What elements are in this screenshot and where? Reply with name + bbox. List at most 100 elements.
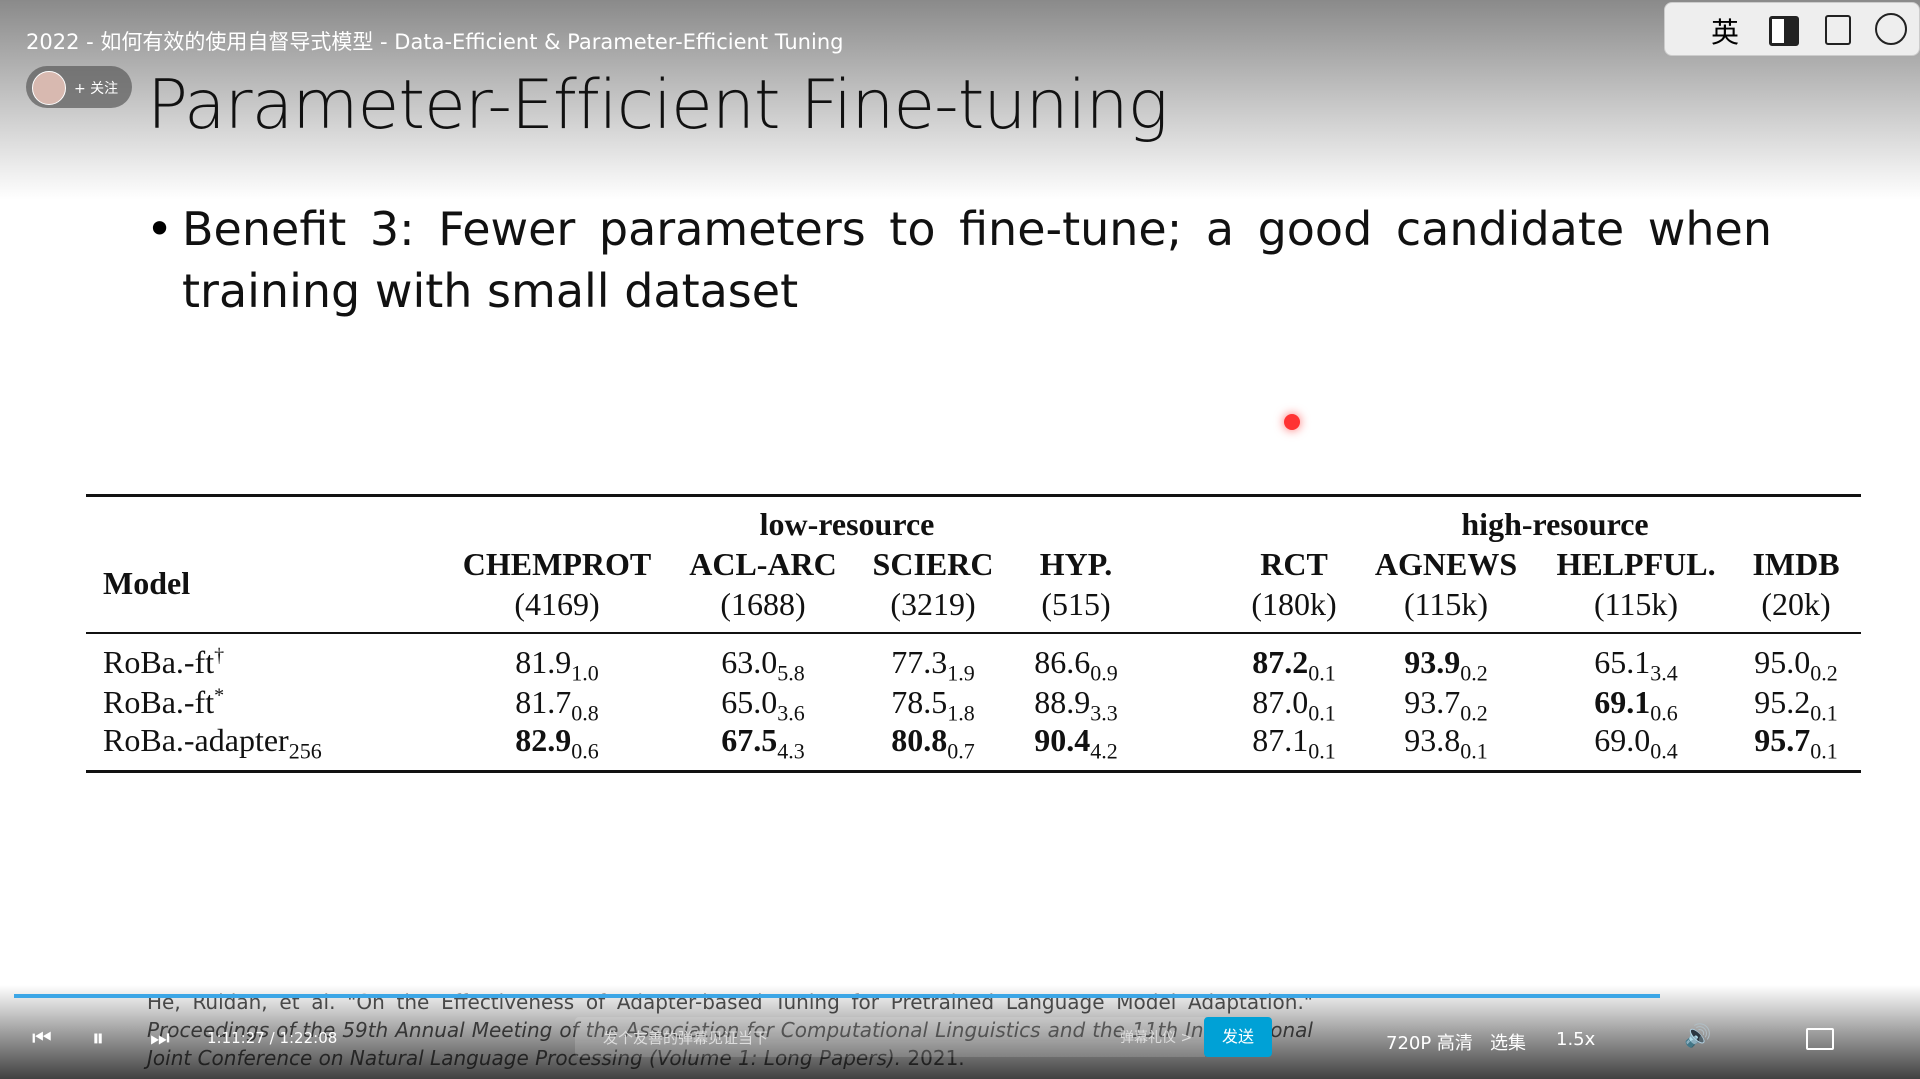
cell-sd: 0.1 <box>1810 738 1838 764</box>
send-button[interactable]: 发送 <box>1204 1017 1272 1057</box>
language-button[interactable]: 英 <box>1711 16 1740 49</box>
cell-value: 93.8 <box>1404 722 1461 758</box>
cell-value: 88.9 <box>1034 684 1091 720</box>
bullet-text: Benefit 3: Fewer parameters to fine-tune… <box>182 202 1772 318</box>
slide-title: Parameter-Efficient Fine-tuning <box>147 66 1168 145</box>
pointer <box>1284 414 1300 430</box>
time-separator: / <box>269 1029 275 1047</box>
cell-sd: 0.1 <box>1810 700 1838 726</box>
settings-icon[interactable] <box>1875 13 1907 45</box>
column-size: (515) <box>1041 586 1111 622</box>
model-label: RoBa.-ft <box>103 684 215 720</box>
danmaku-placeholder[interactable]: 发个友善的弹幕见证当下 <box>603 1029 769 1047</box>
cell: 93.80.1 <box>1246 722 1646 764</box>
follow-label[interactable]: + 关注 <box>74 81 119 97</box>
cell: 87.20.1 <box>1094 644 1494 686</box>
cell: 77.31.9 <box>733 644 1133 686</box>
danmaku-input[interactable]: 发个友善的弹幕见证当下 弹幕礼仪 > <box>575 1017 1205 1057</box>
bottom-rule <box>86 770 1861 773</box>
cell-sd: 0.2 <box>1810 660 1838 686</box>
pause-button[interactable]: ⏸ <box>92 1024 104 1052</box>
cell: 82.90.6 <box>357 722 757 764</box>
speed-button[interactable]: 1.5x <box>1556 1029 1596 1050</box>
column-size: (3219) <box>890 586 976 622</box>
player-bar <box>0 985 1920 1079</box>
model-header: Model <box>103 565 191 601</box>
cell-value: 80.8 <box>891 722 948 758</box>
column-name: HELPFUL. <box>1556 546 1716 582</box>
quality-button[interactable]: 720P 高清 <box>1386 1033 1473 1054</box>
top-rule <box>86 494 1861 497</box>
volume-button[interactable]: 🔊 <box>1684 1024 1712 1049</box>
cell-value: 65.1 <box>1594 644 1651 680</box>
avatar[interactable] <box>32 71 66 105</box>
cell-sd: 4.3 <box>777 738 805 764</box>
model-name: RoBa.-ft† <box>103 644 224 681</box>
time-display: 1:11:27 / 1:22:08 <box>207 1029 337 1047</box>
cell: 69.10.6 <box>1436 684 1836 726</box>
model-name: RoBa.-ft* <box>103 684 224 721</box>
cell: 87.10.1 <box>1094 722 1494 764</box>
cell-value: 93.7 <box>1404 684 1461 720</box>
cell-sd: 0.9 <box>1090 660 1118 686</box>
pip-button[interactable] <box>1806 1028 1834 1050</box>
cell-sd: 1.9 <box>947 660 975 686</box>
cell-value: 82.9 <box>515 722 572 758</box>
column-size: (115k) <box>1593 586 1679 622</box>
cell-sd: 0.1 <box>1460 738 1488 764</box>
cell-sd: 5.8 <box>777 660 805 686</box>
follow-button[interactable]: + 关注 <box>26 66 132 108</box>
cell: 67.54.3 <box>563 722 963 764</box>
cell-value: 90.4 <box>1034 722 1091 758</box>
model-label: RoBa.-ft <box>103 644 215 680</box>
cell: 81.91.0 <box>357 644 757 686</box>
cell: 78.51.8 <box>733 684 1133 726</box>
column-size: (1688) <box>720 586 806 622</box>
cell: 65.03.6 <box>563 684 963 726</box>
model-name: RoBa.-adapter256 <box>103 722 322 764</box>
cell-sd: 0.1 <box>1308 700 1336 726</box>
progress-bar[interactable] <box>14 994 1660 998</box>
column-size: (115k) <box>1403 586 1489 622</box>
next-button[interactable]: ⏭ <box>150 1026 170 1051</box>
cell-value: 95.2 <box>1754 684 1811 720</box>
cell: 63.05.8 <box>563 644 963 686</box>
column-name: RCT <box>1260 546 1328 582</box>
cell-sd: 0.7 <box>947 738 975 764</box>
group-header: high-resource <box>1461 506 1649 542</box>
model-sub: 256 <box>288 738 322 764</box>
cell-sd: 3.6 <box>777 700 805 726</box>
cell-value: 81.7 <box>515 684 572 720</box>
top-shade <box>0 0 1920 200</box>
cell: 90.44.2 <box>876 722 1276 764</box>
cell: 65.13.4 <box>1436 644 1836 686</box>
duration: 1:22:08 <box>279 1029 338 1047</box>
cell-value: 77.3 <box>891 644 948 680</box>
column-name: ACL-ARC <box>689 546 837 582</box>
cell-value: 95.0 <box>1754 644 1811 680</box>
cell-sd: 4.2 <box>1090 738 1118 764</box>
cell-sd: 0.2 <box>1460 660 1488 686</box>
column-name: SCIERC <box>872 546 994 582</box>
prev-button[interactable]: ⏮ <box>32 1026 52 1051</box>
group-header: low-resource <box>759 506 935 542</box>
cell-value: 86.6 <box>1034 644 1091 680</box>
episodes-button[interactable]: 选集 <box>1490 1033 1526 1054</box>
cell-value: 69.1 <box>1594 684 1651 720</box>
cell: 95.70.1 <box>1596 722 1920 764</box>
cell: 93.90.2 <box>1246 644 1646 686</box>
column-size: (4169) <box>514 586 600 622</box>
cell: 69.00.4 <box>1436 722 1836 764</box>
cell-sd: 0.1 <box>1308 660 1336 686</box>
column-name: CHEMPROT <box>462 546 652 582</box>
cell-value: 63.0 <box>721 644 778 680</box>
reader-icon[interactable] <box>1769 16 1799 46</box>
toolbar: 英 <box>1664 2 1920 56</box>
model-label: RoBa.-adapter <box>103 722 289 758</box>
danmaku-etiquette[interactable]: 弹幕礼仪 > <box>1120 1030 1193 1046</box>
bullet-dot: • <box>146 202 174 256</box>
cell-value: 65.0 <box>721 684 778 720</box>
mid-rule <box>86 632 1861 634</box>
edit-icon[interactable] <box>1825 15 1851 45</box>
